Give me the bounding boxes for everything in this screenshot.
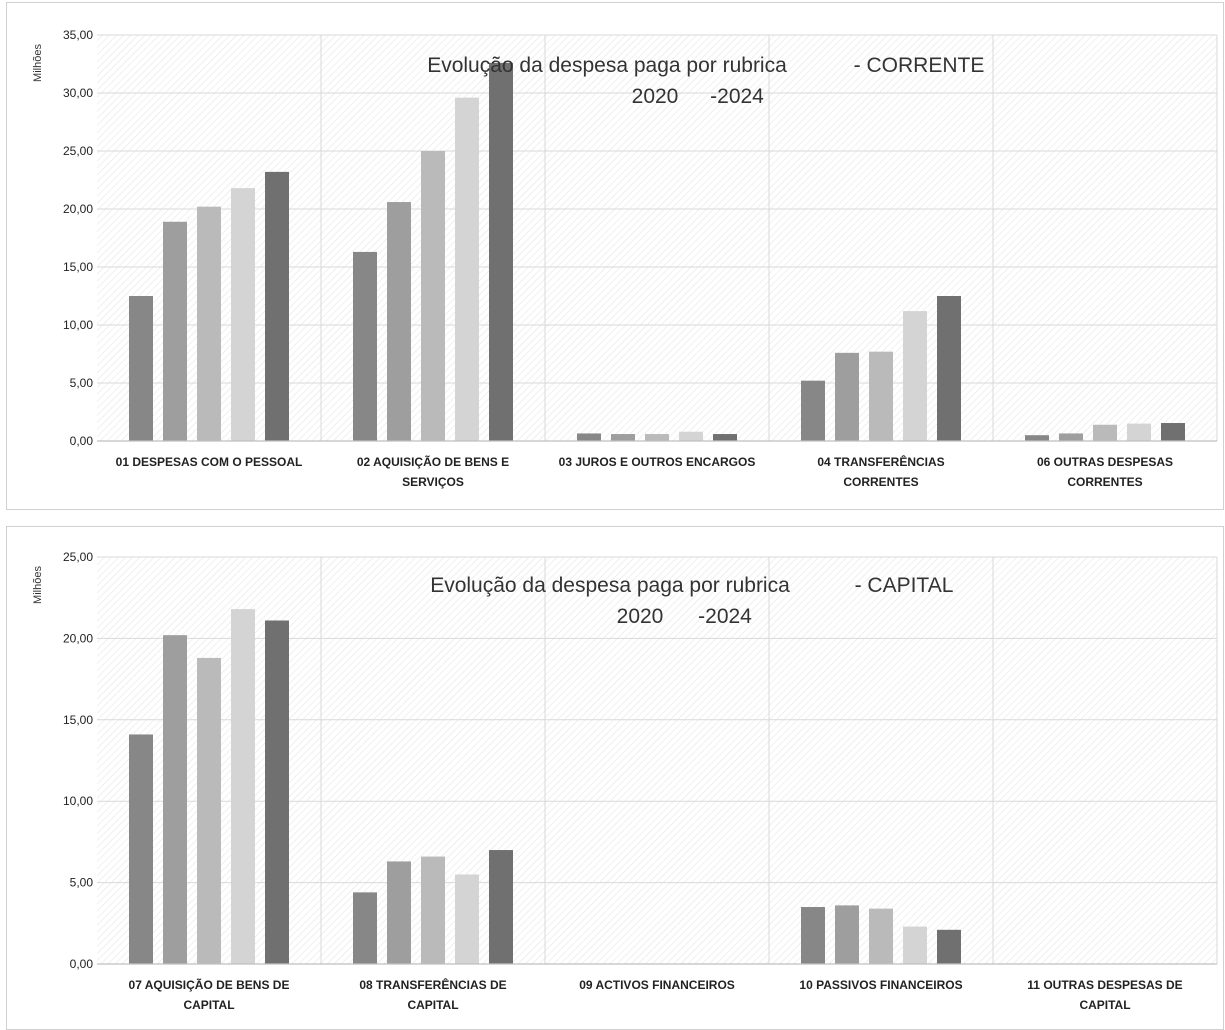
bar xyxy=(231,609,255,964)
category-label: CORRENTES xyxy=(1067,475,1142,489)
bar xyxy=(455,874,479,964)
category-label: 09 ACTIVOS FINANCEIROS xyxy=(579,978,735,992)
y-tick-label: 35,00 xyxy=(63,28,93,42)
bar xyxy=(489,850,513,964)
chart-corrente: 0,00 5,00 10,00 15,00 20,00 25,00 30,00 35,00 01… xyxy=(6,2,1224,510)
bar xyxy=(353,251,377,441)
chart-title-year-start: 2020 xyxy=(617,605,664,628)
category-label: 03 JUROS E OUTROS ENCARGOS xyxy=(559,455,756,469)
bar xyxy=(265,620,289,964)
bar xyxy=(231,188,255,441)
category-label: CAPITAL xyxy=(407,998,458,1012)
bar xyxy=(937,296,961,441)
bar xyxy=(129,296,153,441)
y-tick-label: 15,00 xyxy=(63,260,93,274)
y-tick-label: 25,00 xyxy=(63,144,93,158)
bar xyxy=(197,206,221,441)
bar xyxy=(455,97,479,441)
category-label: SERVIÇOS xyxy=(402,475,464,489)
bar xyxy=(1025,435,1049,441)
bar xyxy=(1127,423,1151,441)
y-axis-unit-label: Milhões xyxy=(32,44,44,82)
bar xyxy=(801,380,825,441)
y-tick-label: 0,00 xyxy=(70,434,94,448)
category-label: CAPITAL xyxy=(183,998,234,1012)
category-label: CORRENTES xyxy=(843,475,918,489)
chart-title-line1: Evolução da despesa paga por rubrica xyxy=(430,574,790,597)
bar xyxy=(197,657,221,964)
y-tick-label: 10,00 xyxy=(63,318,93,332)
y-axis-unit-label: Milhões xyxy=(32,566,44,604)
y-tick-label: 15,00 xyxy=(63,713,93,727)
bar xyxy=(421,856,445,964)
bar xyxy=(679,431,703,441)
bar xyxy=(387,202,411,441)
bar xyxy=(1161,423,1185,441)
y-tick-label: 0,00 xyxy=(70,957,94,971)
category-label: 06 OUTRAS DESPESAS xyxy=(1037,455,1173,469)
bar xyxy=(577,433,601,441)
bar xyxy=(1093,424,1117,441)
bar xyxy=(869,908,893,964)
y-tick-label: 5,00 xyxy=(70,876,94,890)
chart-capital: 0,00 5,00 10,00 15,00 20,00 25,00 07 AQUISIÇÃO… xyxy=(6,526,1224,1030)
bar xyxy=(835,352,859,441)
y-tick-label: 25,00 xyxy=(63,550,93,564)
category-label: 04 TRANSFERÊNCIAS xyxy=(817,454,944,469)
y-tick-label: 5,00 xyxy=(70,376,94,390)
y-tick-label: 10,00 xyxy=(63,794,93,808)
bar xyxy=(713,434,737,441)
bar xyxy=(265,171,289,441)
category-label: 07 AQUISIÇÃO DE BENS DE xyxy=(129,977,290,992)
bar xyxy=(903,926,927,964)
y-tick-label: 30,00 xyxy=(63,86,93,100)
chart-title-year-end: -2024 xyxy=(698,605,752,628)
bar xyxy=(163,221,187,441)
category-label: 02 AQUISIÇÃO DE BENS E xyxy=(357,454,509,469)
bar xyxy=(835,905,859,964)
bar xyxy=(869,351,893,441)
bar xyxy=(1059,433,1083,441)
bar xyxy=(163,635,187,964)
y-tick-label: 20,00 xyxy=(63,202,93,216)
chart-title-year-end: -2024 xyxy=(710,85,764,108)
category-label: 01 DESPESAS COM O PESSOAL xyxy=(116,455,303,469)
category-label: 08 TRANSFERÊNCIAS DE xyxy=(359,977,506,992)
y-tick-label: 20,00 xyxy=(63,631,93,645)
bar xyxy=(489,62,513,442)
bar xyxy=(129,734,153,964)
chart-title-year-start: 2020 xyxy=(632,85,679,108)
chart-corrente-svg: 0,00 5,00 10,00 15,00 20,00 25,00 30,00 35,00 01… xyxy=(32,28,1218,489)
chart-title-suffix: - CORRENTE xyxy=(854,54,985,77)
bar xyxy=(353,892,377,964)
category-label: 11 OUTRAS DESPESAS DE xyxy=(1027,978,1182,992)
category-label: 10 PASSIVOS FINANCEIROS xyxy=(799,978,962,992)
bar xyxy=(903,311,927,441)
bar xyxy=(387,861,411,964)
chart-title-suffix: - CAPITAL xyxy=(855,574,954,597)
bar xyxy=(801,907,825,964)
bar xyxy=(421,151,445,441)
category-label: CAPITAL xyxy=(1079,998,1130,1012)
bar xyxy=(611,434,635,441)
bar xyxy=(937,929,961,964)
chart-title-line1: Evolução da despesa paga por rubrica xyxy=(427,54,787,77)
bar xyxy=(645,434,669,441)
chart-capital-svg: 0,00 5,00 10,00 15,00 20,00 25,00 07 AQUISIÇÃO… xyxy=(32,550,1218,1012)
